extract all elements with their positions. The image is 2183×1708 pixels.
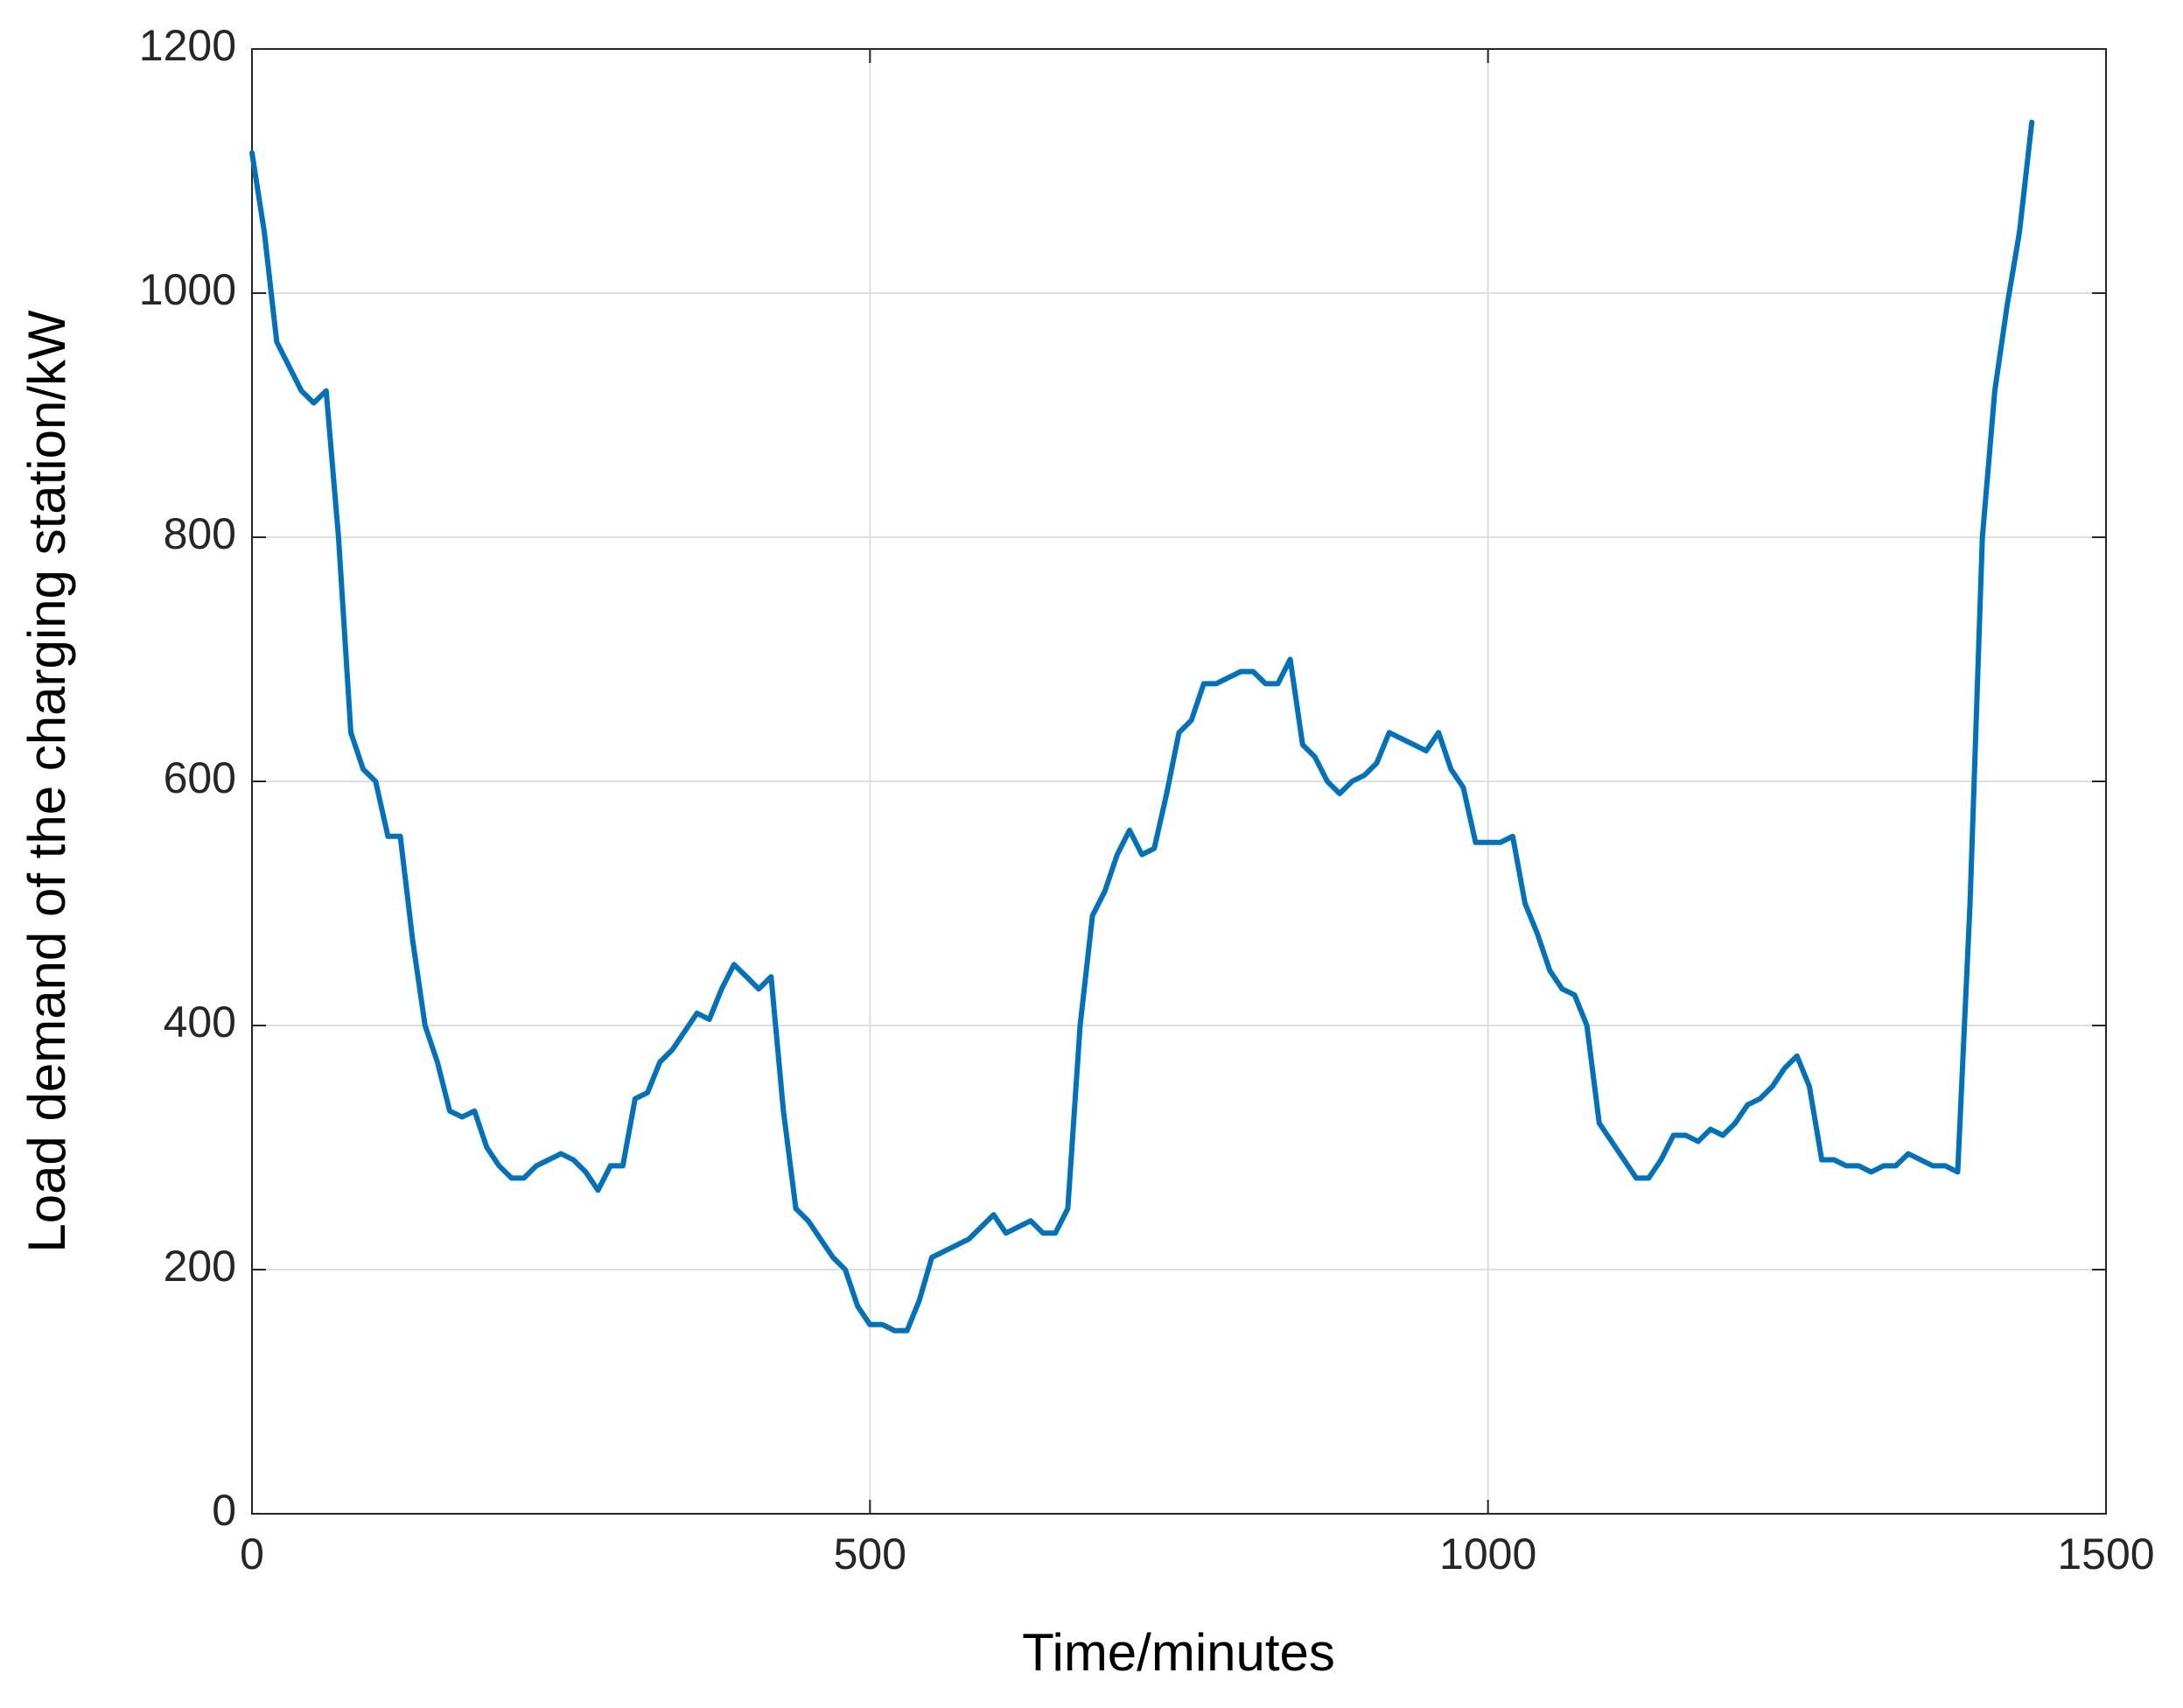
y-tick-label: 1200 [139,21,236,70]
y-tick-label: 800 [164,509,236,558]
x-axis-label: Time/minutes [1022,1623,1335,1682]
y-tick-label: 200 [164,1242,236,1291]
plot-frame [251,48,2107,1515]
x-tick-label: 1500 [2057,1530,2154,1578]
y-tick-label: 400 [164,998,236,1046]
x-tick-label: 500 [834,1530,906,1578]
x-tick-label: 1000 [1439,1530,1536,1578]
data-line [249,119,2035,1334]
y-tick-label: 0 [212,1486,236,1535]
y-tick-label: 600 [164,753,236,802]
y-axis-label: Load demand of the charging station/kW [17,310,76,1253]
y-tick-label: 1000 [139,265,236,314]
x-tick-label: 0 [240,1530,264,1578]
